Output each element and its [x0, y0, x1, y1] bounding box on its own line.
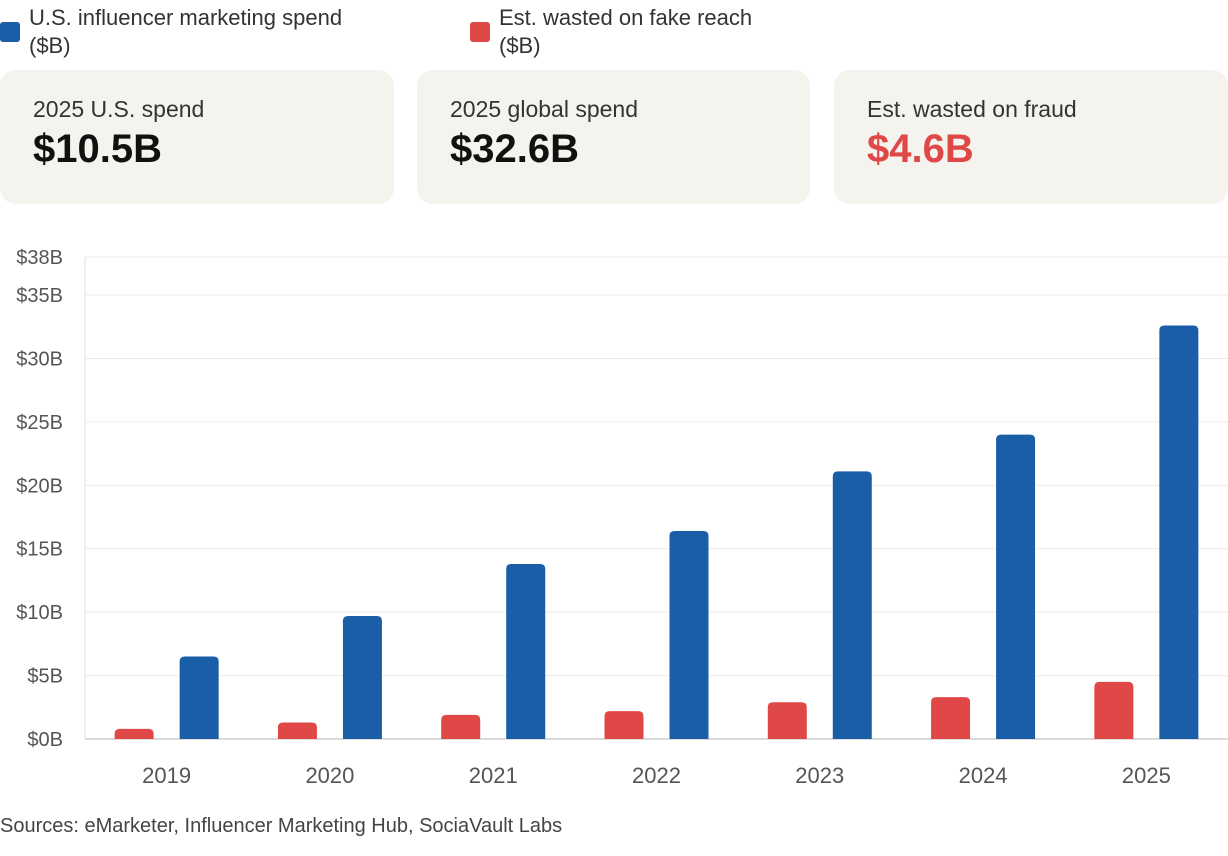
y-tick-label: $30B — [16, 348, 63, 370]
kpi-card-fraud: Est. wasted on fraud $4.6B — [834, 70, 1228, 204]
x-tick-label: 2022 — [632, 763, 681, 788]
kpi-label: 2025 U.S. spend — [33, 96, 205, 122]
kpi-label: Est. wasted on fraud — [867, 96, 1077, 122]
bar-fake-reach — [277, 722, 317, 739]
y-tick-label: $20B — [16, 475, 63, 497]
x-tick-label: 2025 — [1122, 763, 1171, 788]
bar-us-spend — [506, 563, 546, 739]
x-tick-label: 2019 — [142, 763, 191, 788]
legend-swatch-us-spend — [0, 22, 20, 42]
y-tick-label: $15B — [16, 539, 63, 561]
legend-item-us-spend: U.S. influencer marketing spend ($B) — [0, 4, 342, 60]
bar-us-spend — [832, 471, 872, 739]
x-tick-label: 2023 — [795, 763, 844, 788]
chart-legend: U.S. influencer marketing spend ($B) Est… — [0, 4, 1228, 64]
bar-us-spend — [179, 656, 219, 739]
kpi-cards: 2025 U.S. spend $10.5B 2025 global spend… — [0, 70, 1228, 204]
bar-fake-reach — [767, 702, 807, 739]
kpi-card-us-spend: 2025 U.S. spend $10.5B — [0, 70, 394, 204]
source-note: Sources: eMarketer, Influencer Marketing… — [0, 815, 563, 837]
bar-chart: $0B $5B $10B $15B $20B $25B $30B $35B $38B 2019 20… — [16, 247, 1228, 788]
kpi-label: 2025 global spend — [450, 96, 638, 122]
y-tick-label: $5B — [27, 666, 63, 688]
legend-label-fake-reach: Est. wasted on fake reach ($B) — [499, 5, 753, 58]
x-tick-label: 2021 — [469, 763, 518, 788]
bar-fake-reach — [441, 714, 481, 739]
bar-us-spend — [996, 434, 1036, 739]
bar-us-spend — [1159, 325, 1199, 739]
legend-label-us-spend: U.S. influencer marketing spend ($B) — [29, 5, 343, 58]
bar-us-spend — [342, 615, 382, 739]
bar-us-spend — [669, 530, 709, 739]
y-tick-label: $25B — [16, 412, 63, 434]
x-tick-label: 2020 — [305, 763, 354, 788]
legend-item-fake-reach: Est. wasted on fake reach ($B) — [470, 4, 752, 60]
kpi-value: $32.6B — [450, 127, 579, 171]
bar-fake-reach — [1094, 681, 1134, 739]
kpi-value: $10.5B — [33, 127, 162, 171]
legend-swatch-fake-reach — [470, 22, 490, 42]
bar-fake-reach — [931, 697, 971, 739]
y-tick-label: $38B — [16, 247, 63, 269]
x-tick-label: 2024 — [959, 763, 1008, 788]
y-tick-label: $10B — [16, 602, 63, 624]
kpi-card-global-spend: 2025 global spend $32.6B — [417, 70, 810, 204]
y-tick-label: $0B — [27, 729, 63, 751]
kpi-value: $4.6B — [867, 127, 974, 171]
bar-fake-reach — [604, 711, 644, 739]
bar-fake-reach — [114, 728, 154, 739]
y-tick-label: $35B — [16, 285, 63, 307]
